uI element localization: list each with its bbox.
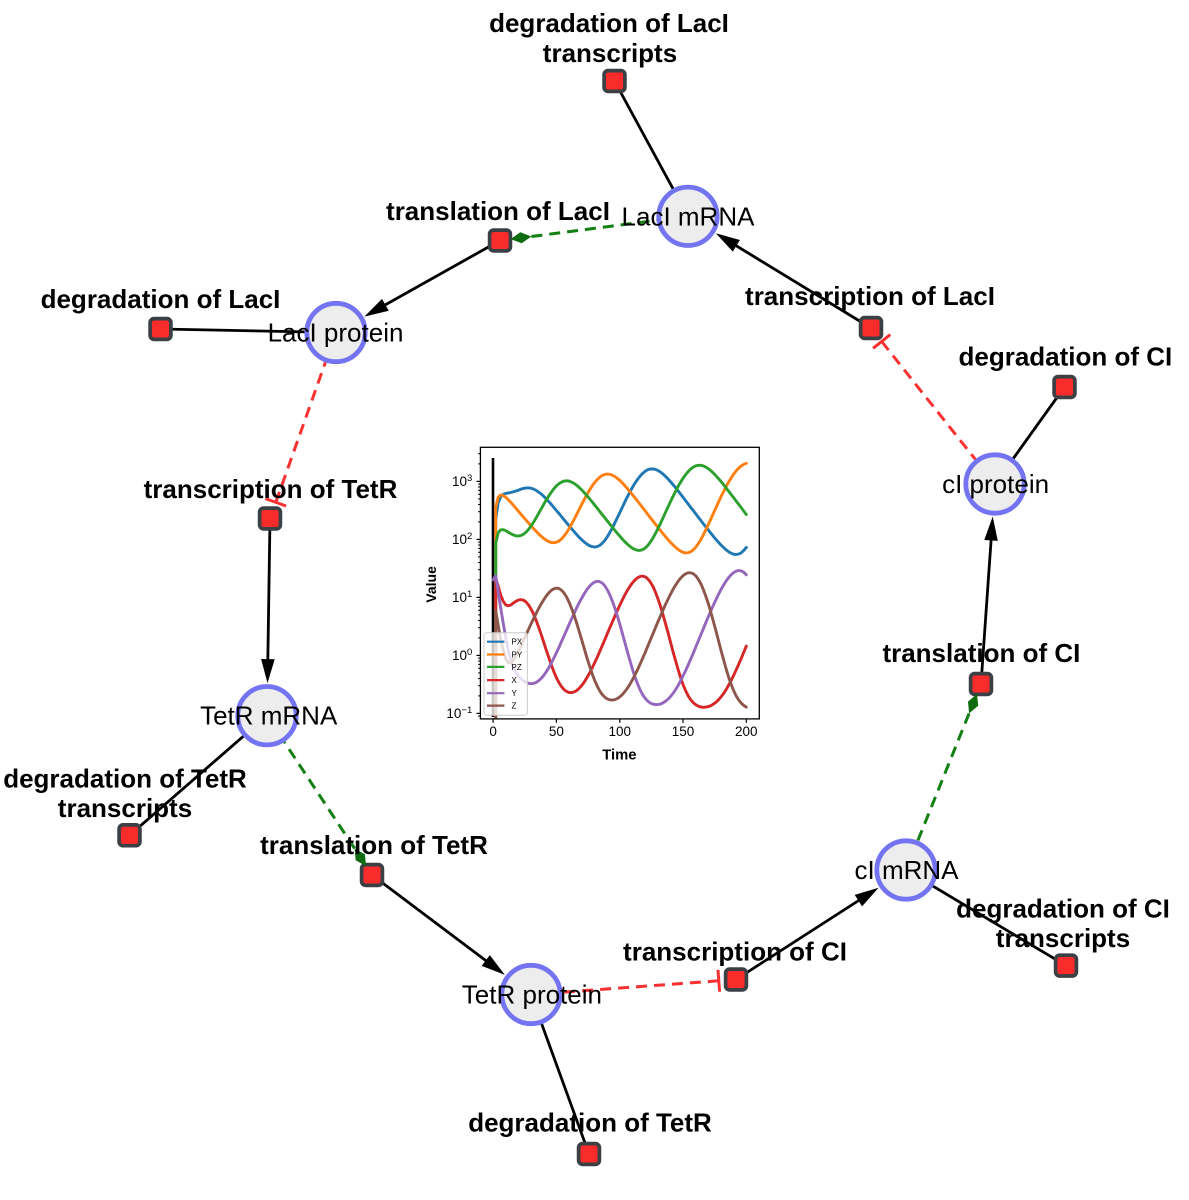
svg-text:X: X: [512, 676, 518, 685]
svg-text:degradation of TetR: degradation of TetR: [468, 1107, 712, 1137]
svg-text:50: 50: [549, 724, 564, 739]
svg-text:cI mRNA: cI mRNA: [855, 855, 960, 885]
svg-text:Value: Value: [423, 566, 439, 603]
svg-text:transcription of TetR: transcription of TetR: [144, 474, 398, 504]
svg-text:transcription of LacI: transcription of LacI: [745, 281, 995, 311]
svg-text:translation of LacI: translation of LacI: [386, 196, 610, 226]
svg-text:TetR mRNA: TetR mRNA: [200, 701, 338, 731]
svg-text:LacI protein: LacI protein: [268, 318, 404, 348]
svg-text:100: 100: [609, 724, 632, 739]
svg-text:transcripts: transcripts: [996, 923, 1130, 953]
svg-text:cI protein: cI protein: [942, 469, 1049, 499]
svg-text:0: 0: [489, 724, 497, 739]
svg-text:transcripts: transcripts: [58, 793, 192, 823]
svg-text:200: 200: [735, 724, 758, 739]
svg-text:translation of TetR: translation of TetR: [260, 830, 488, 860]
svg-text:degradation of TetR: degradation of TetR: [3, 764, 247, 794]
svg-text:Time: Time: [602, 748, 636, 764]
svg-text:PY: PY: [512, 650, 523, 659]
svg-text:degradation of CI: degradation of CI: [959, 342, 1173, 372]
svg-text:Y: Y: [512, 689, 518, 698]
svg-text:PX: PX: [512, 638, 523, 647]
svg-text:degradation of LacI: degradation of LacI: [41, 284, 281, 314]
svg-text:150: 150: [672, 724, 695, 739]
svg-text:transcription of CI: transcription of CI: [623, 936, 847, 966]
svg-text:degradation of CI: degradation of CI: [956, 894, 1170, 924]
svg-text:transcripts: transcripts: [543, 38, 677, 68]
svg-text:LacI mRNA: LacI mRNA: [622, 201, 756, 231]
svg-text:degradation of LacI: degradation of LacI: [489, 8, 729, 38]
svg-text:Z: Z: [512, 702, 517, 711]
svg-text:translation of CI: translation of CI: [882, 638, 1080, 668]
svg-text:PZ: PZ: [512, 663, 522, 672]
svg-text:TetR protein: TetR protein: [462, 980, 602, 1010]
